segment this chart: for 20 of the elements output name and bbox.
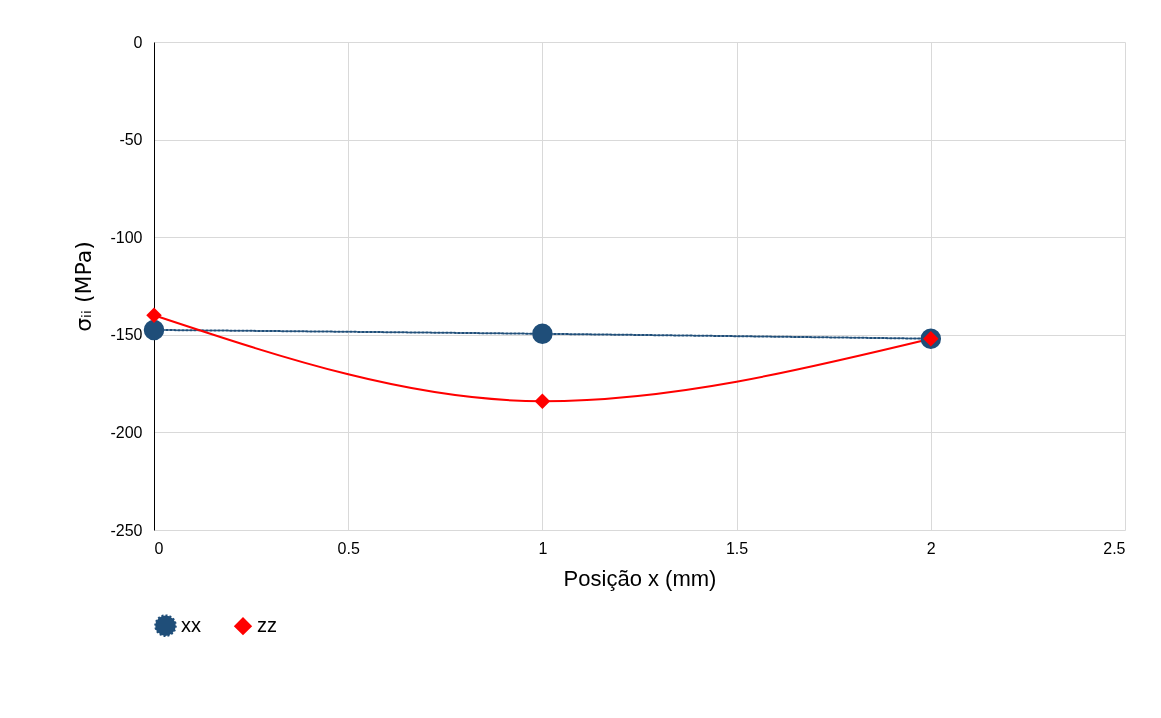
x-tick-label: 1.5 [725, 539, 749, 557]
point [532, 323, 553, 345]
y-tick-label: -200 [110, 423, 143, 441]
x-tick-label: 0 [154, 539, 164, 557]
point [534, 393, 551, 409]
y-tick-label: -50 [119, 131, 143, 149]
x-tick-label: 2 [926, 539, 936, 557]
point [143, 319, 165, 341]
y-tick-label: -150 [110, 326, 143, 344]
legend-label: xx [181, 613, 201, 636]
legend-label: zz [257, 614, 277, 637]
point [146, 307, 162, 324]
x-axis-title: Posição x (mm) [563, 565, 717, 591]
y-tick-label: 0 [133, 33, 143, 51]
x-tick-label: 1 [538, 539, 548, 557]
x-tick-label: 0.5 [337, 539, 360, 557]
y-axis-title: σᵢᵢ (MPa) [71, 241, 97, 332]
y-tick-label: -100 [110, 228, 143, 246]
x-tick-label: 2.5 [1103, 539, 1126, 557]
y-tick-label: -250 [110, 521, 143, 539]
